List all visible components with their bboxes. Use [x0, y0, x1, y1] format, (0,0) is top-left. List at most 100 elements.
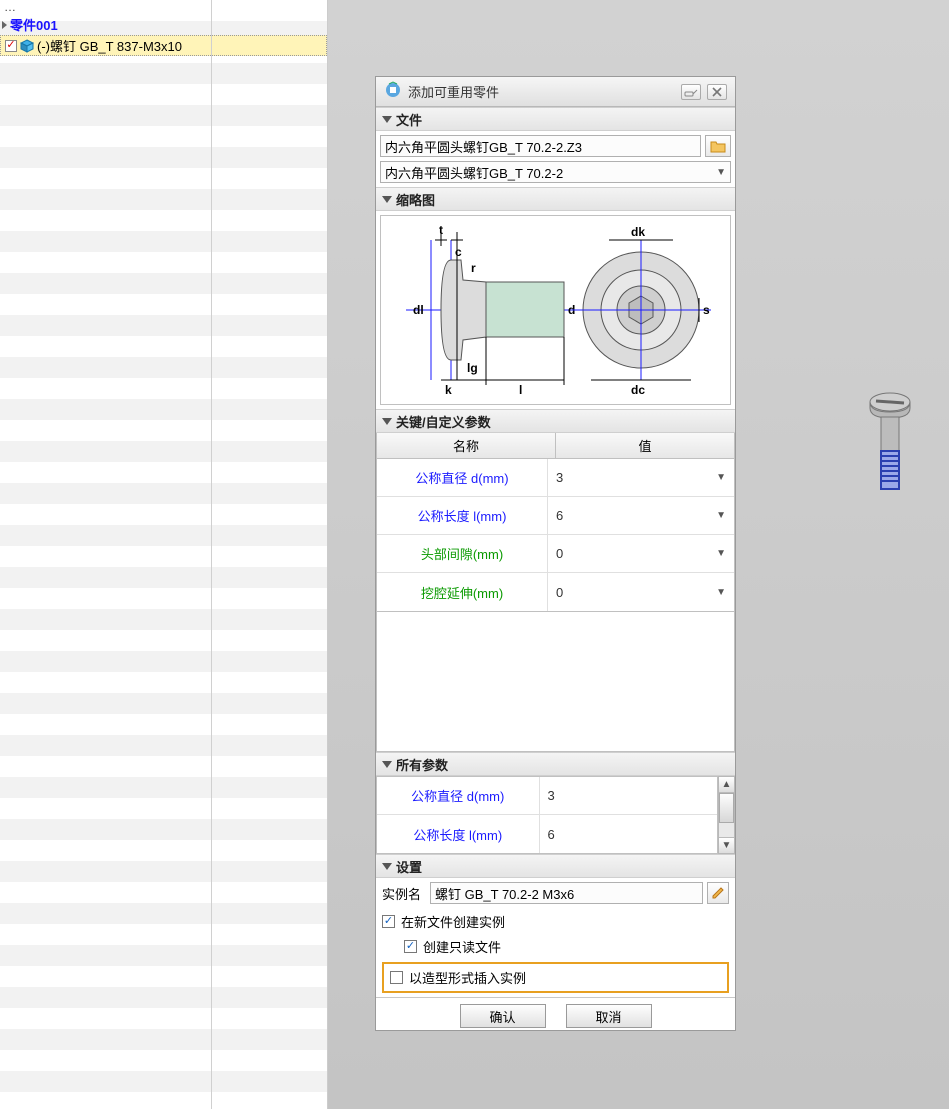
svg-text:lg: lg: [467, 361, 478, 375]
section-file-header[interactable]: 文件: [376, 107, 735, 131]
checkbox-icon[interactable]: [382, 915, 395, 928]
section-file-label: 文件: [396, 110, 422, 129]
svg-text:t: t: [439, 223, 443, 237]
key-params-table: 名称 值 公称直径 d(mm)3▼公称长度 l(mm)6▼头部间隙(mm)0▼挖…: [376, 433, 735, 612]
scroll-up-icon[interactable]: ▲: [719, 777, 734, 793]
param-value: 0: [556, 585, 563, 600]
table-row[interactable]: 挖腔延伸(mm)0▼: [377, 573, 734, 611]
section-all-params-label: 所有参数: [396, 755, 448, 774]
svg-text:l: l: [519, 383, 522, 397]
param-value: 6: [556, 508, 563, 523]
param-name: 头部间隙(mm): [377, 535, 548, 572]
svg-text:c: c: [455, 245, 462, 259]
section-key-params-header[interactable]: 关键/自定义参数: [376, 409, 735, 433]
svg-text:r: r: [471, 261, 476, 275]
key-params-spacer: [376, 612, 735, 752]
dialog-button-row: 确认 取消: [376, 997, 735, 1030]
viewport-screw-model[interactable]: [866, 390, 914, 500]
section-settings-body: 实例名 在新文件创建实例 创建只读文件 以造型形式插入实例: [376, 878, 735, 997]
chevron-down-icon: [382, 116, 392, 123]
tree-ellipsis: …: [0, 0, 327, 14]
param-value-combo[interactable]: 6▼: [548, 497, 734, 534]
param-value: 3: [540, 777, 718, 814]
col-name-header: 名称: [377, 433, 556, 458]
chevron-down-icon: ▼: [716, 167, 726, 178]
dialog-icon: [384, 81, 402, 102]
svg-text:dk: dk: [631, 225, 645, 239]
param-name: 挖腔延伸(mm): [377, 573, 548, 611]
param-value: 0: [556, 546, 563, 561]
param-name: 公称直径 d(mm): [377, 777, 540, 814]
table-row[interactable]: 公称长度 l(mm)6▼: [377, 497, 734, 535]
chevron-down-icon: ▼: [716, 510, 726, 521]
ok-button[interactable]: 确认: [460, 1004, 546, 1028]
svg-text:dc: dc: [631, 383, 645, 397]
checkbox-icon[interactable]: [390, 971, 403, 984]
svg-text:dl: dl: [413, 303, 424, 317]
scroll-down-icon[interactable]: ▼: [719, 837, 734, 853]
param-value: 3: [556, 470, 563, 485]
expand-icon[interactable]: [2, 21, 7, 29]
cancel-button[interactable]: 取消: [566, 1004, 652, 1028]
section-settings-header[interactable]: 设置: [376, 854, 735, 878]
section-file-body: 内六角平圆头螺钉GB_T 70.2-2 ▼: [376, 131, 735, 187]
table-row[interactable]: 公称直径 d(mm)3▼: [377, 459, 734, 497]
chevron-down-icon: [382, 863, 392, 870]
chevron-down-icon: [382, 196, 392, 203]
model-tree: … 零件001 (-)螺钉 GB_T 837-M3x10: [0, 0, 327, 1109]
tree-item-screw[interactable]: (-)螺钉 GB_T 837-M3x10: [0, 35, 327, 56]
all-params-table: 公称直径 d(mm)3公称长度 l(mm)6 ▲ ▼: [376, 776, 735, 854]
svg-text:s: s: [703, 303, 710, 317]
param-name: 公称长度 l(mm): [377, 497, 548, 534]
instance-name-input[interactable]: [430, 882, 703, 904]
tree-label-part001: 零件001: [10, 15, 58, 34]
col-value-header: 值: [556, 433, 734, 458]
add-reusable-part-dialog: 添加可重用零件 文件 内六角平圆头螺钉GB_T 70.2-2 ▼ 缩略图: [375, 76, 736, 1031]
tree-divider: [211, 0, 212, 1109]
section-settings-label: 设置: [396, 857, 422, 876]
table-row[interactable]: 头部间隙(mm)0▼: [377, 535, 734, 573]
file-combo-value: 内六角平圆头螺钉GB_T 70.2-2: [385, 163, 563, 182]
scroll-thumb[interactable]: [719, 793, 734, 823]
checkbox-new-file-label: 在新文件创建实例: [401, 912, 505, 931]
dialog-title: 添加可重用零件: [408, 82, 675, 101]
param-name: 公称长度 l(mm): [377, 815, 540, 853]
chevron-down-icon: [382, 418, 392, 425]
dialog-help-icon[interactable]: [681, 84, 701, 100]
param-value-combo[interactable]: 0▼: [548, 535, 734, 572]
param-value-combo[interactable]: 0▼: [548, 573, 734, 611]
tree-item-part001[interactable]: 零件001: [0, 14, 327, 35]
instance-name-label: 实例名: [382, 884, 426, 903]
tree-label-screw: (-)螺钉 GB_T 837-M3x10: [37, 36, 182, 55]
thumbnail-preview: t c r dl k lg l d: [380, 215, 731, 405]
tree-checkbox[interactable]: [5, 40, 17, 52]
file-combo[interactable]: 内六角平圆头螺钉GB_T 70.2-2 ▼: [380, 161, 731, 183]
section-all-params-header[interactable]: 所有参数: [376, 752, 735, 776]
chevron-down-icon: ▼: [716, 472, 726, 483]
cube-icon: [20, 39, 34, 53]
svg-text:k: k: [445, 383, 452, 397]
highlight-insert-as-shape: 以造型形式插入实例: [382, 962, 729, 993]
checkbox-insert-as-shape[interactable]: 以造型形式插入实例: [390, 968, 721, 987]
all-params-scrollbar[interactable]: ▲ ▼: [718, 776, 735, 854]
param-value-combo[interactable]: 3▼: [548, 459, 734, 496]
section-key-params-label: 关键/自定义参数: [396, 412, 491, 431]
table-row[interactable]: 公称长度 l(mm)6: [377, 815, 717, 853]
section-thumb-label: 缩略图: [396, 190, 435, 209]
checkbox-new-file[interactable]: 在新文件创建实例: [382, 912, 729, 931]
chevron-down-icon: [382, 761, 392, 768]
checkbox-insert-as-shape-label: 以造型形式插入实例: [409, 968, 526, 987]
param-value: 6: [540, 815, 718, 853]
section-thumb-header[interactable]: 缩略图: [376, 187, 735, 211]
browse-folder-button[interactable]: [705, 135, 731, 157]
chevron-down-icon: ▼: [716, 548, 726, 559]
close-icon[interactable]: [707, 84, 727, 100]
dialog-titlebar[interactable]: 添加可重用零件: [376, 77, 735, 107]
table-row[interactable]: 公称直径 d(mm)3: [377, 777, 717, 815]
file-path-input[interactable]: [380, 135, 701, 157]
edit-name-button[interactable]: [707, 882, 729, 904]
param-name: 公称直径 d(mm): [377, 459, 548, 496]
checkbox-icon[interactable]: [404, 940, 417, 953]
checkbox-readonly[interactable]: 创建只读文件: [404, 937, 729, 956]
checkbox-readonly-label: 创建只读文件: [423, 937, 501, 956]
